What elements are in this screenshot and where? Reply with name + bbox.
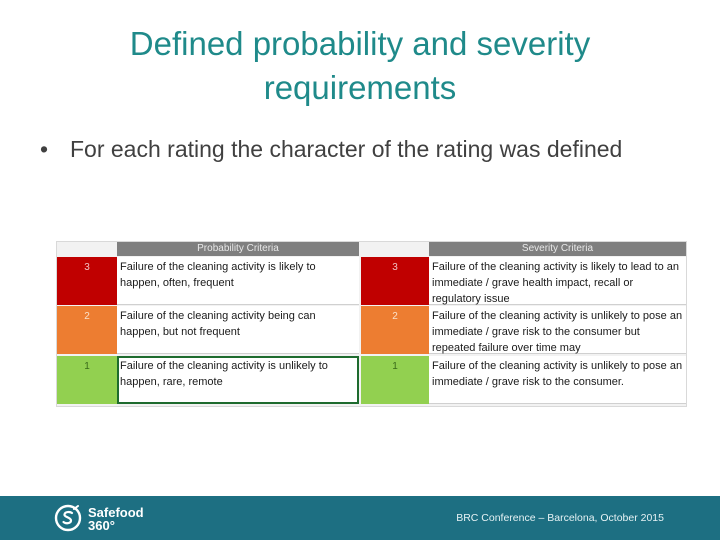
bullet-text: For each rating the character of the rat… [70, 136, 623, 162]
severity-criteria-table: Severity Criteria 3 Failure of the clean… [361, 242, 686, 406]
safefood-logo-text: Safefood 360° [88, 506, 144, 532]
criteria-table: Probability Criteria 3 Failure of the cl… [56, 241, 687, 407]
safefood-logo-icon [54, 504, 82, 532]
bullet-marker: • [40, 136, 49, 162]
severity-rating-1: 1 [361, 356, 429, 404]
probability-rating-1: 1 [57, 356, 117, 404]
slide-title: Defined probability and severity require… [129, 25, 591, 106]
logo-line-2: 360° [88, 518, 115, 533]
probability-row-3: 3 Failure of the cleaning activity is li… [57, 257, 359, 305]
probability-description-3: Failure of the cleaning activity is like… [117, 257, 359, 305]
severity-description-3: Failure of the cleaning activity is like… [429, 257, 686, 305]
severity-rating-2: 2 [361, 306, 429, 354]
logo-line-1: Safefood [88, 505, 144, 520]
conference-label: BRC Conference – Barcelona, October 2015 [456, 512, 664, 524]
severity-row-1: 1 Failure of the cleaning activity is un… [361, 356, 686, 404]
severity-description-1: Failure of the cleaning activity is unli… [429, 356, 686, 404]
probability-rating-2: 2 [57, 306, 117, 354]
severity-row-2: 2 Failure of the cleaning activity is un… [361, 306, 686, 354]
probability-row-1: 1 Failure of the cleaning activity is un… [57, 356, 359, 404]
probability-row-2: 2 Failure of the cleaning activity being… [57, 306, 359, 354]
probability-description-2: Failure of the cleaning activity being c… [117, 306, 359, 354]
bullet-point: • For each rating the character of the r… [40, 134, 660, 164]
probability-criteria-table: Probability Criteria 3 Failure of the cl… [57, 242, 359, 406]
severity-rating-3: 3 [361, 257, 429, 305]
footer-bar: Safefood 360° BRC Conference – Barcelona… [0, 496, 720, 540]
severity-description-2: Failure of the cleaning activity is unli… [429, 306, 686, 354]
probability-criteria-header: Probability Criteria [117, 242, 359, 256]
severity-criteria-header: Severity Criteria [429, 242, 686, 256]
probability-rating-3: 3 [57, 257, 117, 305]
probability-description-1: Failure of the cleaning activity is unli… [117, 356, 359, 404]
severity-row-3: 3 Failure of the cleaning activity is li… [361, 257, 686, 305]
